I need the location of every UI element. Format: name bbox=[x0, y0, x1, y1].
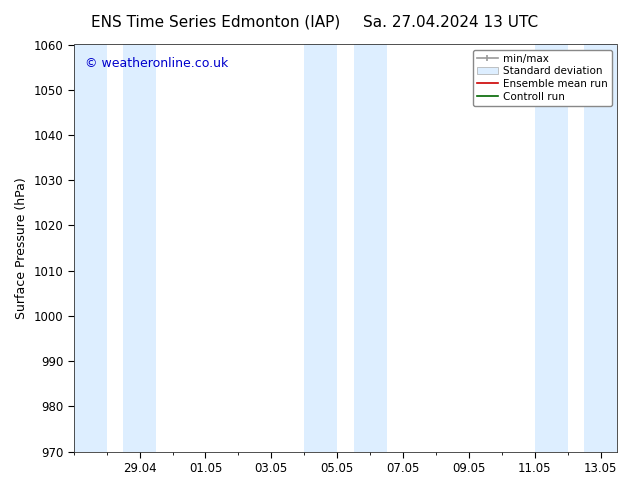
Text: ENS Time Series Edmonton (IAP): ENS Time Series Edmonton (IAP) bbox=[91, 15, 340, 30]
Bar bbox=[123, 45, 156, 452]
Bar bbox=[354, 45, 387, 452]
Bar bbox=[535, 45, 568, 452]
Text: Sa. 27.04.2024 13 UTC: Sa. 27.04.2024 13 UTC bbox=[363, 15, 538, 30]
Bar bbox=[304, 45, 337, 452]
Legend: min/max, Standard deviation, Ensemble mean run, Controll run: min/max, Standard deviation, Ensemble me… bbox=[473, 49, 612, 106]
Bar bbox=[74, 45, 107, 452]
Bar bbox=[585, 45, 618, 452]
Text: © weatheronline.co.uk: © weatheronline.co.uk bbox=[84, 57, 228, 70]
Y-axis label: Surface Pressure (hPa): Surface Pressure (hPa) bbox=[15, 177, 28, 319]
